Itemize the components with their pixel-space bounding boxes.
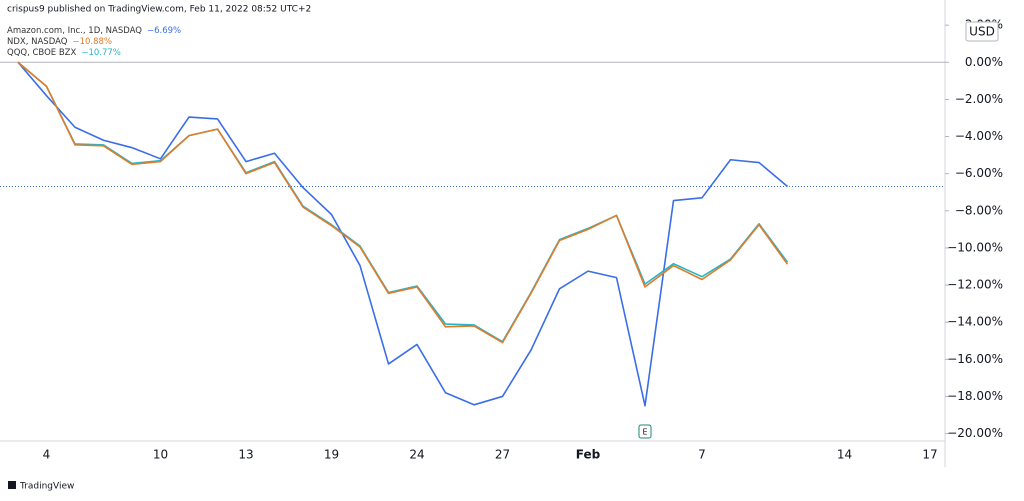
legend-change: −10.88% [72,37,112,47]
header: crispus9 published on TradingView.com, F… [7,5,311,15]
currency-box [965,21,999,42]
currency: USD [969,25,995,39]
x-tick-label: 27 [495,448,510,462]
x-tick-label: 19 [324,448,339,462]
legend-entry: NDX, NASDAQ −10.88% [7,37,112,47]
y-tick-label: −12.00% [947,278,1003,292]
footer-logo [8,481,16,489]
legend-name: NDX, NASDAQ [7,37,68,47]
legend-name: QQQ, CBOE BZX [7,48,77,58]
y-tick-label: −4.00% [955,129,1003,143]
series-line [17,61,789,343]
x-tick-label: Feb [576,448,601,462]
legend-change: −10.77% [81,48,121,58]
y-tick-label: −10.00% [947,240,1003,254]
x-tick-label: 24 [409,448,424,462]
series-line [17,61,789,407]
y-tick-label: −16.00% [947,352,1003,366]
series-line [17,61,789,344]
y-tick-label: −6.00% [955,166,1003,180]
x-tick-label: 4 [43,448,51,462]
y-tick-label: −8.00% [955,203,1003,217]
legend-name: Amazon.com, Inc., 1D, NASDAQ [7,26,142,36]
earnings-badge [638,424,652,439]
x-tick-label: 14 [837,448,852,462]
legend-change: −6.69% [147,26,181,36]
legend-entry: Amazon.com, Inc., 1D, NASDAQ −6.69% [7,26,181,36]
y-tick-label: −14.00% [947,315,1003,329]
y-tick-label: −2.00% [955,92,1003,106]
earnings-label: E [642,428,647,437]
earnings-marker: E [638,424,652,439]
x-tick-label: 13 [238,448,253,462]
y-tick-label: −18.00% [947,389,1003,403]
x-tick-label: 7 [698,448,706,462]
y-tick-label: −20.00% [947,426,1003,440]
y-tick-label: 0.00% [965,55,1003,69]
footer: TradingView [19,482,74,492]
legend-entry: QQQ, CBOE BZX −10.77% [7,48,121,58]
x-tick-label: 17 [922,448,937,462]
x-tick-label: 10 [153,448,168,462]
